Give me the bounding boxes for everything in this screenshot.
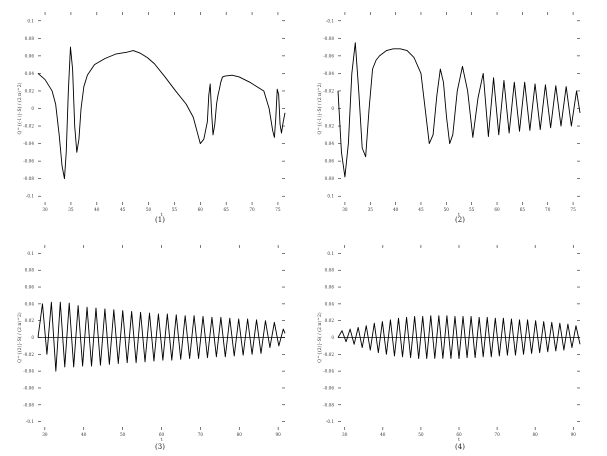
y-tick-label: 0 [331, 335, 334, 340]
y-tick-label: -0.08 [323, 36, 334, 41]
y-tick-label: 0.06 [325, 285, 335, 290]
series-line [337, 42, 581, 178]
x-tick-label: 75 [570, 207, 576, 212]
y-axis-label: Q^{(2)}·S( / (2 π)^2) [16, 312, 23, 363]
y-tick-label: 0.08 [325, 268, 335, 273]
y-tick-label: -0.1 [326, 419, 334, 424]
y-axis-label: Q^{(-1)}·S( / (2 π)^2) [16, 82, 23, 134]
panel-caption: (2) [455, 216, 465, 224]
x-tick-label: 50 [120, 432, 126, 437]
y-tick-label: 0.1 [27, 18, 34, 23]
y-tick-label: -0.06 [23, 385, 34, 390]
x-tick-label: 60 [198, 207, 204, 212]
x-tick-label: 45 [120, 207, 126, 212]
x-tick-label: 30 [42, 432, 48, 437]
y-tick-label: -0.1 [326, 18, 334, 23]
y-tick-label: 0.1 [27, 251, 34, 256]
y-tick-label: -0.06 [323, 53, 334, 58]
series-line [37, 301, 286, 372]
panel-4: -0.1 -0.08 -0.06 -0.04 -0.02 0 0.02 0.04 0.06 0.0… [316, 245, 581, 451]
x-axis-label: t [161, 212, 163, 218]
y-tick-label: 0.02 [325, 318, 335, 323]
x-tick-label: 35 [368, 207, 374, 212]
y-tick-label: 0.04 [325, 141, 335, 146]
x-tick-label: 70 [545, 207, 551, 212]
x-tick-label: 90 [571, 432, 577, 437]
x-tick-label: 75 [275, 207, 281, 212]
y-tick-label: -0.1 [26, 419, 34, 424]
y-tick-label: -0.02 [23, 352, 34, 357]
x-tick-label: 70 [198, 432, 204, 437]
y-tick-label: -0.06 [23, 159, 34, 164]
panel-3: -0.1 -0.08 -0.06 -0.04 -0.02 0 0.02 0.04 0.06 0.0… [16, 245, 286, 451]
y-tick-label: 0 [31, 106, 34, 111]
y-tick-label: 0.1 [327, 251, 334, 256]
y-tick-label: -0.04 [323, 71, 334, 76]
panel-1: -0.1 -0.08 -0.06 -0.04 -0.02 0 0.02 0.04 0.06 0.0… [16, 12, 286, 224]
x-tick-label: 65 [224, 207, 230, 212]
y-tick-label: -0.08 [23, 176, 34, 181]
y-tick-label: 0.06 [25, 53, 35, 58]
y-tick-label: 0 [331, 106, 334, 111]
x-tick-label: 40 [81, 432, 87, 437]
panel-caption: (4) [455, 443, 465, 451]
x-tick-label: 55 [172, 207, 178, 212]
y-tick-label: -0.06 [323, 385, 334, 390]
x-tick-label: 80 [533, 432, 539, 437]
y-tick-label: 0.02 [25, 88, 35, 93]
x-tick-label: 30 [42, 207, 48, 212]
y-tick-label: -0.04 [23, 141, 34, 146]
y-tick-label: -0.08 [323, 402, 334, 407]
x-tick-label: 90 [275, 432, 281, 437]
series-line [337, 315, 581, 359]
x-tick-label: 55 [469, 207, 475, 212]
x-tick-label: 60 [456, 432, 462, 437]
panel-2: 0.1 0.08 0.06 0.04 0.02 0 -0.02 -0.04 -0.06 -0.08… [316, 12, 581, 224]
x-tick-label: 60 [494, 207, 500, 212]
y-tick-label: -0.02 [323, 88, 334, 93]
y-tick-label: 0.02 [25, 318, 35, 323]
y-tick-label: -0.04 [23, 369, 34, 374]
x-tick-label: 45 [418, 207, 424, 212]
x-axis-label: t [458, 212, 460, 218]
panel-caption: (3) [155, 443, 165, 451]
panel-caption: (1) [155, 216, 165, 224]
y-tick-label: -0.02 [23, 124, 34, 129]
y-axis-label: Q^{(2)}·S( / (2 π)^2) [316, 312, 323, 363]
x-tick-label: 70 [494, 432, 500, 437]
x-tick-label: 50 [418, 432, 424, 437]
y-tick-label: 0.08 [25, 268, 35, 273]
x-tick-label: 40 [380, 432, 386, 437]
x-tick-label: 30 [342, 432, 348, 437]
y-tick-label: 0.02 [325, 124, 335, 129]
x-tick-label: 60 [159, 432, 165, 437]
y-tick-label: 0.06 [325, 159, 335, 164]
y-tick-label: -0.08 [23, 402, 34, 407]
x-tick-label: 30 [342, 207, 348, 212]
y-tick-label: 0.04 [25, 301, 35, 306]
y-tick-label: 0 [31, 335, 34, 340]
series-line [37, 46, 286, 180]
y-axis-label: Q^{(-1)}·S( / (2 π)^2) [316, 82, 323, 134]
y-tick-label: 0.08 [325, 176, 335, 181]
y-tick-label: 0.04 [25, 71, 35, 76]
y-tick-label: 0.06 [25, 285, 35, 290]
y-tick-label: 0.04 [325, 301, 335, 306]
y-tick-label: -0.1 [26, 194, 34, 199]
x-tick-label: 40 [94, 207, 100, 212]
y-tick-label: 0.1 [327, 194, 334, 199]
x-axis-label: t [458, 437, 460, 443]
y-tick-label: -0.02 [323, 352, 334, 357]
x-tick-label: 80 [237, 432, 243, 437]
x-tick-label: 35 [68, 207, 74, 212]
x-tick-label: 50 [444, 207, 450, 212]
y-tick-label: -0.04 [323, 369, 334, 374]
x-axis-label: t [161, 437, 163, 443]
y-tick-label: 0.08 [25, 36, 35, 41]
x-tick-label: 40 [393, 207, 399, 212]
x-tick-label: 65 [520, 207, 526, 212]
x-tick-label: 70 [249, 207, 255, 212]
x-tick-label: 50 [146, 207, 152, 212]
